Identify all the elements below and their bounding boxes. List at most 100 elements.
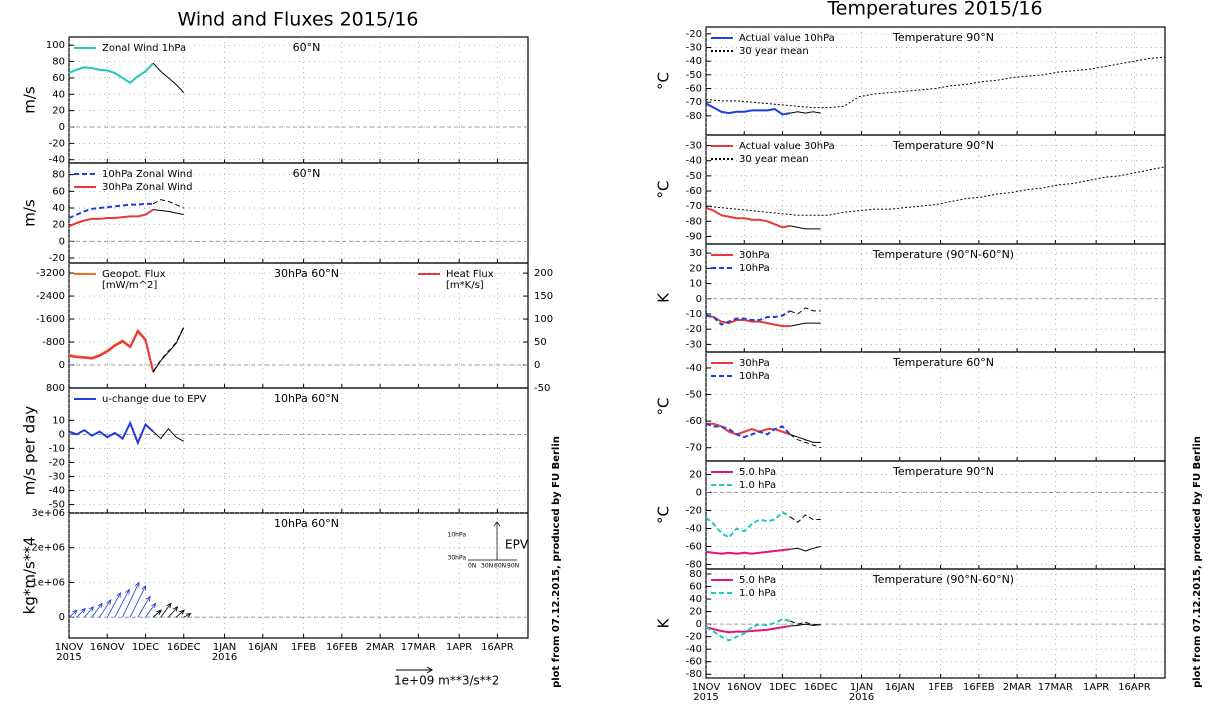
inset-title: EPV: [505, 538, 529, 552]
y-tick-label: 800: [46, 383, 65, 394]
panel-title: Temperature 60°N: [892, 356, 994, 369]
y-tick-label: -20: [686, 29, 702, 40]
inset-label: 30hPa: [448, 555, 467, 562]
epv-arrow: [145, 602, 157, 618]
legend-label: 10hPa: [739, 371, 770, 382]
legend-label: 30hPa: [739, 250, 770, 261]
y-tick-label: 0: [59, 612, 65, 623]
x-tick-label: 1DEC: [769, 682, 796, 693]
y-tick-label: 40: [52, 89, 65, 100]
panel-title: 30hPa 60°N: [274, 267, 339, 280]
y-tick-label: 100: [46, 40, 65, 51]
series-line: [705, 618, 791, 642]
inset-arrowhead: [493, 521, 501, 527]
y-tick-label: 40: [689, 594, 702, 605]
series-line: [790, 225, 821, 230]
y-tick-label: -70: [686, 443, 702, 454]
epv-arrow: [91, 602, 103, 618]
y-tick-label: -60: [686, 186, 702, 197]
y-tick-label: 80: [52, 57, 65, 68]
y-tick-label: -40: [49, 486, 65, 497]
y-tick-label: -10: [49, 443, 65, 454]
series-line: [705, 625, 791, 634]
y-tick-label: 50: [534, 337, 547, 348]
y-tick-label: -50: [686, 171, 702, 182]
x-tick-label: 16JAN: [248, 642, 278, 653]
series-line: [789, 514, 821, 523]
series-line: [789, 307, 821, 315]
panel-frame: [68, 512, 529, 639]
series-line: [705, 422, 791, 439]
y-tick-label: -30: [686, 339, 702, 350]
y-tick-label: -20: [686, 506, 702, 517]
y-axis-label: m/s per day: [21, 406, 39, 496]
x-tick-label: 1JAN: [213, 642, 236, 653]
epv-arrow: [160, 602, 172, 618]
y-tick-label: 20: [689, 470, 702, 481]
year-label: 2015: [693, 692, 718, 703]
y-tick-label: 60: [52, 73, 65, 84]
series-line: [705, 310, 791, 326]
legend-label: u-change due to EPV: [102, 394, 207, 405]
x-tick-label: 16FEB: [326, 642, 358, 653]
series-line: [705, 56, 1166, 109]
credit: plot from 07.12.2015, produced by FU Ber…: [1192, 436, 1203, 688]
series-line: [790, 546, 821, 552]
y-tick-label: 30: [689, 248, 702, 259]
y-tick-label: -70: [686, 97, 702, 108]
y-tick-label: 0: [59, 360, 65, 371]
y-tick-label: 0: [59, 122, 65, 133]
figure-title: Temperatures 2015/16: [826, 0, 1042, 20]
series-line: [152, 427, 184, 442]
panel-title: Temperature 90°N: [892, 139, 994, 152]
panel-title: 60°N: [293, 167, 321, 180]
legend-label: Actual value 30hPa: [739, 141, 835, 152]
y-tick-label: -70: [686, 201, 702, 212]
legend-label: Zonal Wind 1hPa: [102, 43, 186, 54]
y-tick-label: 200: [534, 268, 553, 279]
epv-arrow: [122, 581, 140, 618]
legend-label: 1.0 hPa: [739, 588, 776, 599]
series-line: [152, 327, 185, 373]
panel-title: 60°N: [293, 41, 321, 54]
legend-unit: [m*K/s]: [446, 280, 484, 291]
legend-label: Geopot. Flux: [102, 269, 166, 280]
epv-arrow: [114, 588, 130, 618]
y-tick-label: 10: [52, 415, 65, 426]
x-tick-label: 1APR: [1083, 682, 1109, 693]
epv-arrow: [76, 607, 86, 618]
y-tick-label: 0: [534, 360, 540, 371]
legend-label: Actual value 10hPa: [739, 33, 835, 44]
y-tick-label: -20: [686, 632, 702, 643]
credit: plot from 07.12.2015, produced by FU Ber…: [551, 436, 562, 688]
y-tick-label: -1600: [36, 314, 65, 325]
y-tick-label: 0: [59, 429, 65, 440]
x-tick-label: 16JAN: [885, 682, 915, 693]
series-line: [705, 548, 791, 555]
legend-label: 30 year mean: [739, 46, 809, 57]
y-axis-label: K: [655, 617, 673, 628]
y-tick-label: -40: [686, 524, 702, 535]
inset-label: 0N: [468, 563, 476, 570]
year-label: 2015: [56, 652, 81, 663]
x-tick-label: 16NOV: [727, 682, 762, 693]
y-tick-label: -40: [49, 155, 65, 166]
y-tick-label: 3e+06: [31, 508, 65, 519]
y-axis-label: °C: [655, 181, 673, 199]
y-tick-label: -20: [49, 457, 65, 468]
panel-title: 10hPa 60°N: [274, 517, 339, 530]
legend-label: 1.0 hPa: [739, 480, 776, 491]
y-tick-label: 40: [52, 203, 65, 214]
legend-label: 30hPa: [739, 358, 770, 369]
inset-label: 10hPa: [448, 532, 467, 539]
legend-label: 10hPa Zonal Wind: [102, 169, 192, 180]
series-line: [153, 209, 184, 216]
year-label: 2016: [849, 692, 874, 703]
x-tick-label: 16APR: [481, 642, 514, 653]
series-line: [68, 208, 154, 228]
y-tick-label: -80: [686, 560, 702, 571]
series-line: [705, 206, 791, 229]
series-line: [68, 328, 155, 373]
series-line: [789, 620, 821, 626]
